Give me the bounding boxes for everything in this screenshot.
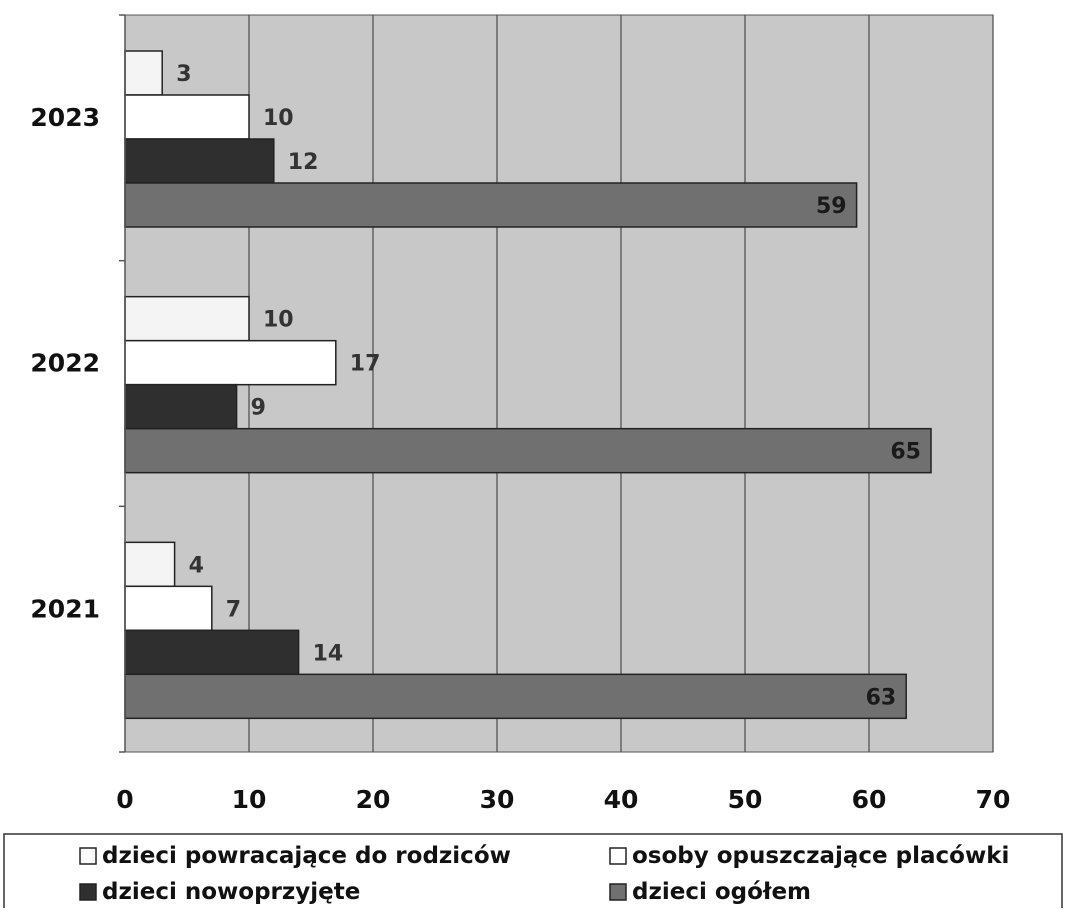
legend-label-1: osoby opuszczające placówki [632, 843, 1009, 869]
legend-items: dzieci powracające do rodziców osoby opus… [79, 843, 1009, 905]
bar-2022-series-0 [124, 295, 250, 342]
x-tick-label-70: 70 [976, 785, 1011, 814]
value-label-2021-series-0: 4 [189, 553, 204, 578]
y-axis-ticks [119, 14, 125, 753]
bar-2021-series-2 [124, 629, 300, 676]
x-tick-label-10: 10 [232, 785, 267, 814]
value-label-2023-series-2: 12 [288, 150, 319, 175]
category-label-2023: 2023 [30, 103, 100, 132]
x-tick-label-40: 40 [604, 785, 639, 814]
value-label-2021-series-2: 14 [313, 641, 344, 666]
x-tick-labels: 0 10 20 30 40 50 60 70 [116, 785, 1010, 814]
legend-label-0: dzieci powracające do rodziców [102, 843, 511, 869]
value-labels: 3 10 12 59 10 17 9 65 47 14 63 [176, 62, 921, 710]
x-tick-label-50: 50 [728, 785, 763, 814]
legend-swatch-1 [609, 847, 627, 865]
bar-2023-series-0 [124, 50, 163, 96]
bar-2021-series-0 [124, 541, 176, 588]
value-label-2021-series-3: 63 [866, 685, 897, 710]
category-label-2021: 2021 [30, 594, 100, 623]
legend: dzieci powracające do rodziców osoby opus… [3, 833, 1063, 912]
value-label-2023-series-0: 3 [176, 62, 191, 87]
bar-2022-series-2 [124, 383, 238, 430]
value-label-2023-series-1: 10 [263, 106, 294, 131]
bar-2023-series-3 [124, 182, 858, 228]
value-label-2023-series-3: 59 [816, 194, 847, 219]
legend-box [3, 833, 1063, 912]
category-labels: 2023 2022 2021 [30, 103, 100, 623]
plot-area: 3 10 12 59 10 17 9 65 47 14 63 [119, 14, 994, 753]
legend-label-2: dzieci nowoprzyjęte [102, 879, 360, 905]
bar-2022-series-1 [124, 339, 337, 386]
bar-2023-series-2 [124, 138, 275, 184]
legend-swatch-0 [79, 847, 97, 865]
value-label-2022-series-2: 9 [251, 396, 266, 421]
bars [124, 50, 932, 720]
legend-swatch-3 [609, 883, 627, 901]
x-tick-label-0: 0 [116, 785, 133, 814]
value-label-2022-series-1: 17 [350, 352, 381, 377]
bar-2022-series-3 [124, 427, 932, 474]
legend-label-3: dzieci ogółem [632, 879, 811, 905]
bar-2021-series-1 [124, 585, 213, 632]
value-label-2022-series-0: 10 [263, 308, 294, 333]
bar-2021-series-3 [124, 673, 907, 720]
legend-swatch-2 [79, 883, 97, 901]
bar-2023-series-1 [124, 94, 250, 140]
x-tick-label-30: 30 [480, 785, 515, 814]
x-tick-label-60: 60 [852, 785, 887, 814]
value-label-2022-series-3: 65 [890, 440, 921, 465]
x-tick-label-20: 20 [356, 785, 391, 814]
value-label-2021-series-1: 7 [226, 597, 241, 622]
category-label-2022: 2022 [30, 349, 100, 378]
